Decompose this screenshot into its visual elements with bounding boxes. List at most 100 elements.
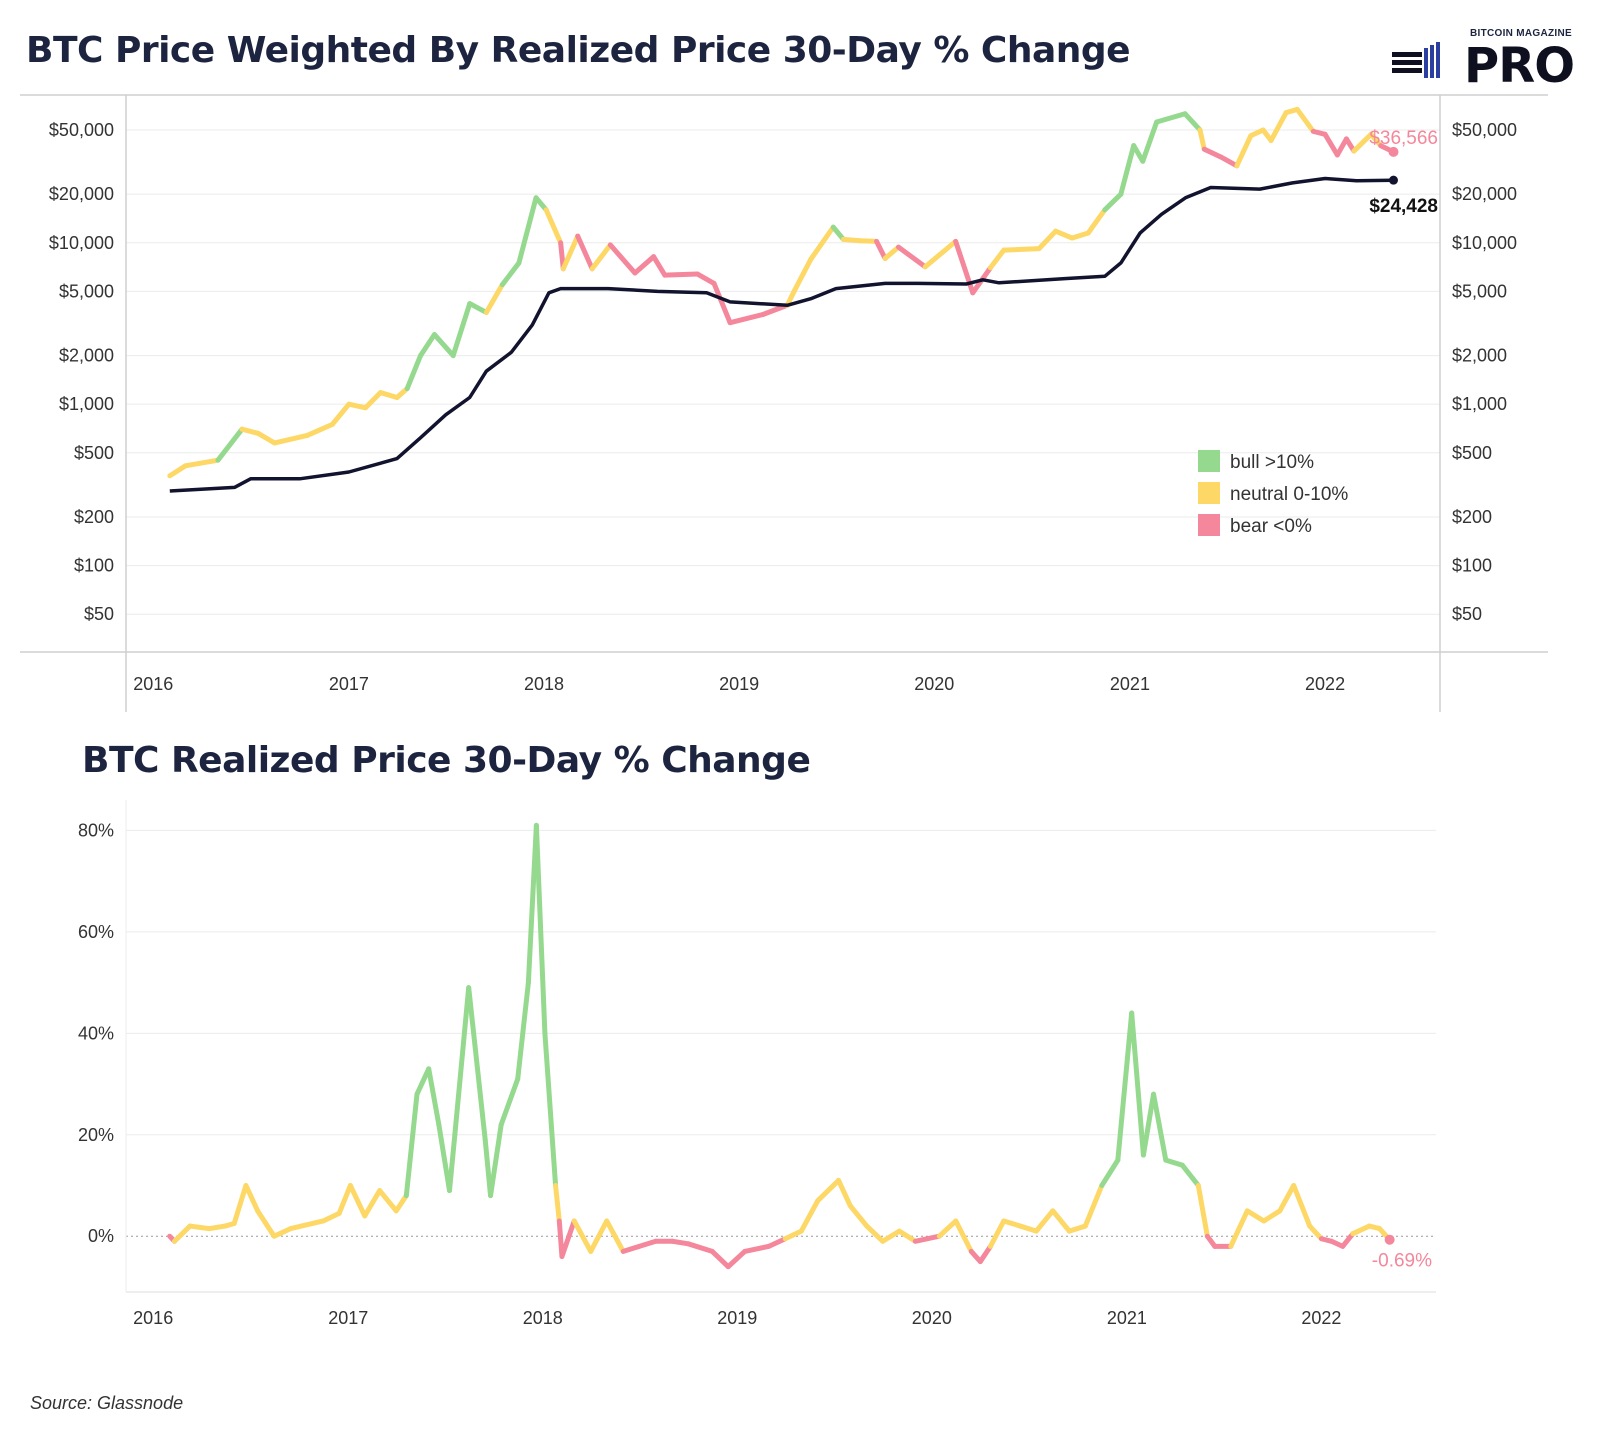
price-segment-neutral [377, 390, 400, 401]
x-tick-label: 2022 [1301, 1308, 1341, 1328]
price-segment-neutral [239, 426, 261, 436]
price-end-label: $36,566 [1369, 128, 1438, 149]
price-segment-neutral [1053, 228, 1075, 241]
legend-swatch [1198, 450, 1220, 472]
price-segment-bear [874, 238, 888, 261]
price-chart-grid [126, 129, 1440, 615]
change-segment-neutral [847, 1203, 870, 1229]
price-segment-bull [467, 301, 489, 315]
change-segment-bull [1099, 1157, 1121, 1188]
change-segment-bear [559, 1218, 577, 1259]
legend-label: bull >10% [1230, 452, 1314, 473]
realized-price-line [169, 176, 1394, 493]
change-end-point [1384, 1234, 1395, 1245]
change-segment-neutral [1228, 1208, 1250, 1249]
change-segment-bear [1340, 1231, 1356, 1249]
y-tick-label-left: $5,000 [59, 281, 114, 301]
change-segment-neutral [187, 1223, 212, 1232]
change-segment-bull [436, 1122, 453, 1194]
brand-logo: BITCOIN MAGAZINE PRO [1384, 26, 1575, 94]
change-segment-bear [977, 1243, 993, 1265]
price-chart-y-axis-left: $50 $100 $200 $500 $1,000 $2,000 $5,000 $10,000… [49, 120, 114, 624]
price-segment-neutral [987, 247, 1007, 271]
price-segment-bull [1102, 191, 1124, 213]
change-segment-neutral [1261, 1208, 1283, 1224]
x-tick-label: 2019 [717, 1308, 757, 1328]
price-segment-neutral [255, 430, 278, 446]
price-segment-bear [607, 242, 638, 276]
change-segment-neutral [1066, 1223, 1088, 1234]
change-segment-bull [488, 1122, 504, 1199]
price-segment-neutral [1001, 246, 1042, 253]
change-segment-bear [742, 1243, 772, 1254]
realized-price-end-label: $24,428 [1369, 196, 1438, 217]
price-segment-neutral [784, 287, 798, 308]
y-tick-label-right: $200 [1452, 507, 1492, 527]
price-segment-neutral [1197, 127, 1207, 152]
price-segment-bull [450, 301, 473, 359]
change-segment-bull [533, 822, 548, 1036]
y-tick-label-right: $50,000 [1452, 120, 1517, 140]
y-tick-label-left: $100 [74, 556, 114, 576]
x-tick-label: 2020 [914, 674, 954, 694]
x-tick-label: 2016 [133, 674, 173, 694]
change-segment-bull [1179, 1162, 1201, 1188]
change-segment-neutral [288, 1218, 326, 1232]
change-segment-neutral [1082, 1182, 1105, 1229]
price-chart-end-labels: $36,566 $24,428 [1369, 128, 1438, 217]
price-segment-bear [895, 244, 928, 270]
price-segment-neutral [329, 401, 352, 427]
price-segment-neutral [1036, 228, 1059, 252]
price-segment-neutral [840, 236, 863, 244]
x-tick-label: 2017 [329, 674, 369, 694]
y-tick-label-right: $20,000 [1452, 184, 1517, 204]
y-tick-label: 20% [78, 1125, 114, 1145]
price-segment-bull [1182, 111, 1203, 133]
brand-top-text: BITCOIN MAGAZINE [1469, 28, 1572, 39]
y-tick-label-right: $5,000 [1452, 281, 1507, 301]
price-segment-neutral [589, 242, 613, 272]
price-segment-neutral [1351, 131, 1374, 154]
change-segment-neutral [347, 1182, 368, 1219]
change-end-label: -0.69% [1372, 1251, 1432, 1272]
y-tick-label-left: $500 [74, 443, 114, 463]
y-tick-label-left: $2,000 [59, 346, 114, 366]
price-segment-bull [431, 332, 456, 359]
legend-swatch [1198, 482, 1220, 504]
price-segment-bear [575, 233, 595, 272]
price-segment-neutral [1268, 110, 1289, 144]
price-segment-bull [1118, 143, 1137, 197]
price-series [167, 106, 1399, 479]
price-segment-neutral [543, 207, 564, 246]
x-tick-label: 2020 [912, 1308, 952, 1328]
price-segment-bull [830, 224, 846, 242]
change-segment-bull [515, 980, 531, 1082]
price-chart-y-axis-right: $50 $100 $200 $500 $1,000 $2,000 $5,000 $10,000… [1452, 120, 1517, 624]
price-end-point [1388, 146, 1399, 157]
change-chart-end-labels: -0.69% [1372, 1251, 1432, 1272]
change-chart: 0%20%40%60%80% 2016 2017 2018 2019 2020 2021 2… [78, 800, 1436, 1328]
change-segment-bear [709, 1248, 731, 1270]
change-segment-neutral [393, 1193, 409, 1214]
y-tick-label-left: $200 [74, 507, 114, 527]
x-tick-label: 2018 [523, 1308, 563, 1328]
change-segment-bull [414, 1066, 432, 1097]
legend-label: bear <0% [1230, 516, 1312, 537]
price-segment-bear [711, 280, 733, 326]
x-tick-label: 2022 [1305, 674, 1345, 694]
y-tick-label: 40% [78, 1023, 114, 1043]
change-segment-neutral [271, 1226, 294, 1239]
change-chart-grid [125, 800, 1436, 1293]
change-segment-bull [498, 1076, 521, 1128]
legend: bull >10% neutral 0-10% bear <0% [1198, 450, 1348, 537]
price-segment-neutral [1085, 207, 1108, 236]
price-segment-bull [404, 353, 424, 392]
price-segment-bear [662, 271, 700, 278]
change-segment-bull [466, 985, 488, 1143]
change-segment-neutral [1033, 1208, 1056, 1234]
change-segment-bull [1115, 1010, 1135, 1163]
x-tick-label: 2021 [1107, 1308, 1147, 1328]
price-segment-bear [632, 254, 657, 276]
change-segment-neutral [1244, 1208, 1267, 1224]
x-tick-label: 2021 [1110, 674, 1150, 694]
